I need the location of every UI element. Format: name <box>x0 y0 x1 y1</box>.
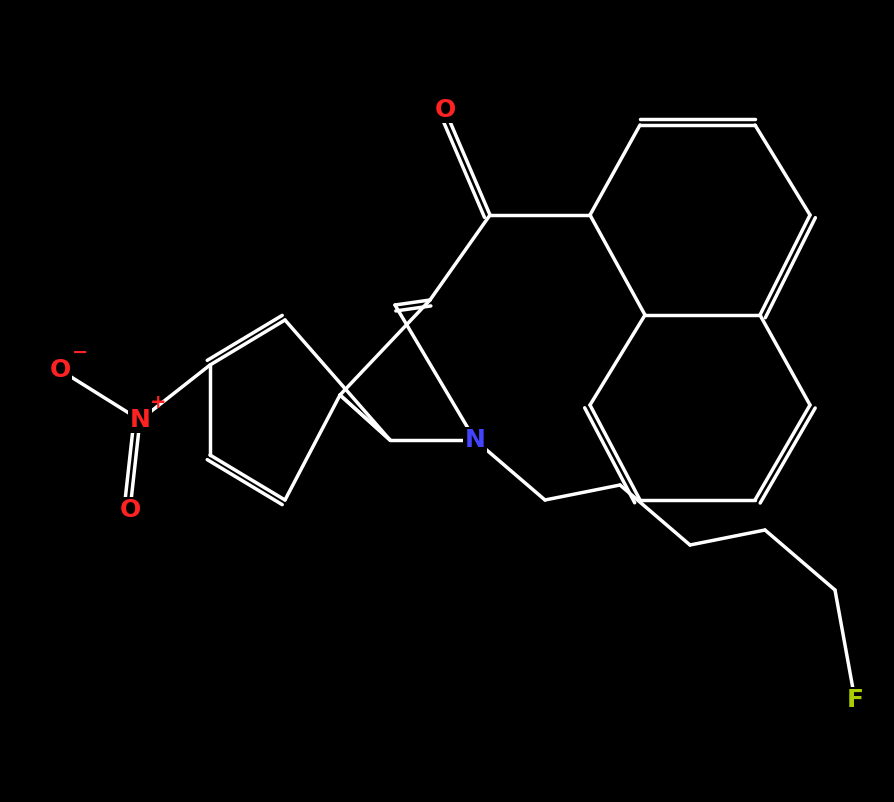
Text: N: N <box>130 408 150 432</box>
Text: O: O <box>49 358 71 382</box>
Text: O: O <box>434 98 455 122</box>
Text: −: − <box>72 342 89 362</box>
Text: N: N <box>464 428 485 452</box>
Text: +: + <box>149 392 166 411</box>
Text: F: F <box>846 688 863 712</box>
Text: O: O <box>119 498 140 522</box>
